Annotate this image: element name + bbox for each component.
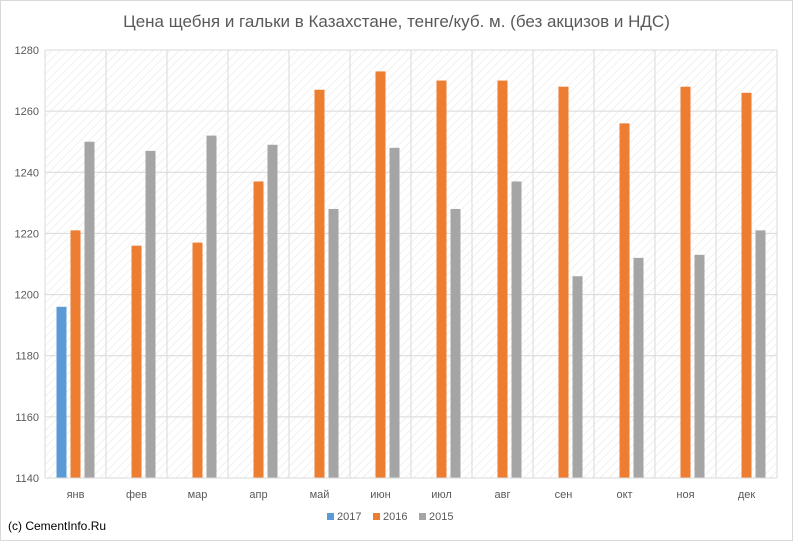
x-tick-label: апр [249,489,267,501]
gridlines [44,49,778,479]
x-tick-label: авг [495,489,511,501]
x-tick-label: дек [738,489,756,501]
bar-2016-апр [253,181,264,478]
bar-2016-июл [436,80,447,479]
bar-2015-июн [389,147,400,479]
bar-2015-сен [572,276,583,478]
bar-2016-окт [619,123,630,478]
bar-2015-окт [633,257,644,478]
x-tick-label: янв [67,489,85,501]
x-tick-label: июл [431,489,452,501]
legend: 2017 2016 2015 [327,511,453,523]
x-tick-label: окт [616,489,632,501]
y-tick-label: 1220 [15,228,39,240]
bar-2017-янв [56,306,67,478]
bar-2015-фев [145,150,156,478]
x-tick-label: июн [370,489,390,501]
bar-2016-мар [192,242,203,478]
legend-label-2016: 2016 [383,511,407,523]
bar-2016-июн [375,71,386,479]
bar-2016-ноя [680,86,691,478]
x-tick-label: мар [188,489,208,501]
legend-swatch-2016 [373,513,380,520]
bar-2016-фев [131,245,142,478]
legend-label-2017: 2017 [337,511,361,523]
x-tick-label: фев [126,489,147,501]
legend-swatch-2017 [327,513,334,520]
y-tick-label: 1180 [15,351,39,363]
bar-2016-янв [70,230,81,478]
x-tick-label: ноя [676,489,694,501]
y-tick-label: 1140 [15,473,39,485]
watermark: (c) CementInfo.Ru [8,519,107,533]
y-tick-label: 1200 [15,290,39,302]
bars [56,71,766,479]
bar-2015-апр [267,144,278,478]
bar-2015-янв [84,141,95,478]
bar-2016-авг [497,80,508,479]
x-tick-label: май [310,489,330,501]
bar-2015-авг [511,181,522,478]
y-tick-label: 1240 [15,167,39,179]
bar-2015-дек [755,230,766,478]
legend-swatch-2015 [419,513,426,520]
bar-2015-мар [206,135,217,478]
x-axis: янв фев мар апр май июн июл авг сен окт ноя дек [45,477,777,501]
bar-2015-май [328,208,339,478]
bar-2016-сен [558,86,569,478]
bar-2016-май [314,89,325,478]
bar-2016-дек [741,92,752,479]
y-axis: 1140 1160 1180 1200 1220 1240 1260 1280 [15,45,39,485]
y-tick-label: 1160 [15,412,39,424]
legend-label-2015: 2015 [429,511,453,523]
chart-title: Цена щебня и гальки в Казахстане, тенге/… [123,12,670,31]
bar-2015-июл [450,208,461,478]
y-tick-label: 1260 [15,106,39,118]
y-tick-label: 1280 [15,45,39,57]
bar-2015-ноя [694,254,705,478]
x-tick-label: сен [555,489,573,501]
